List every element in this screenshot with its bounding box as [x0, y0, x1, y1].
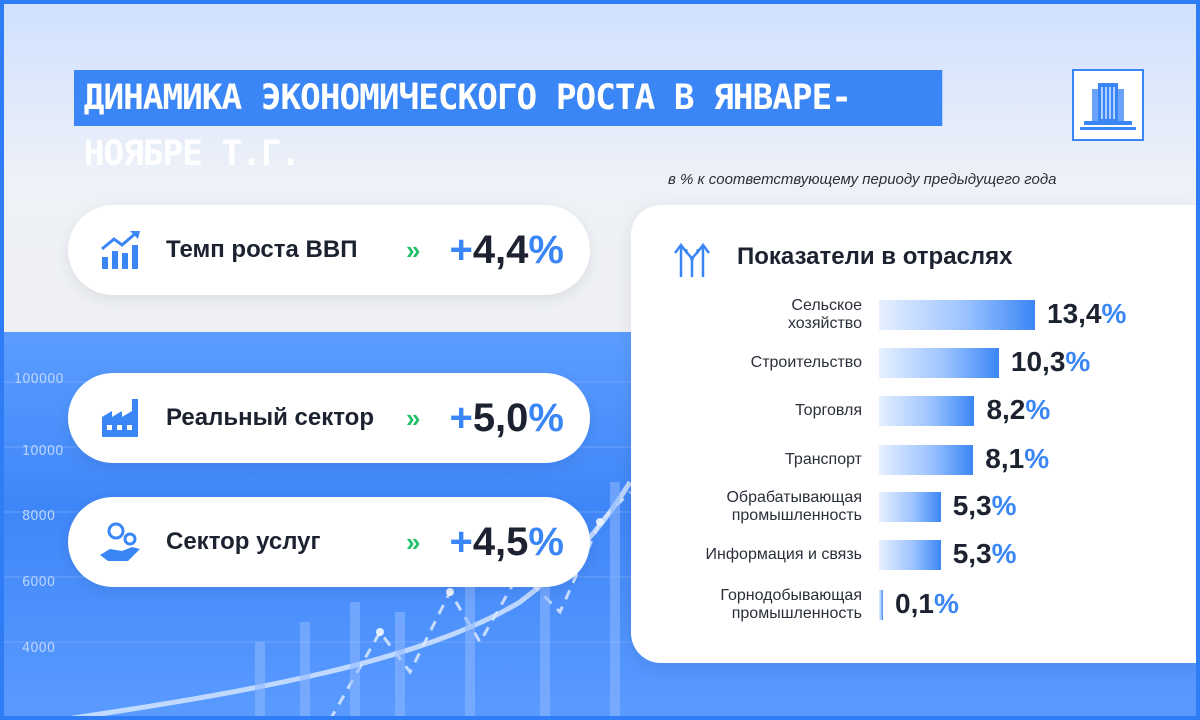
background-axis-label: 8000: [22, 509, 56, 524]
bar-category-label: Транспорт: [785, 451, 862, 468]
card-value: +4,4%: [449, 228, 564, 272]
bar: [879, 540, 941, 570]
real-sector-card: Реальный сектор » +5,0%: [68, 373, 590, 463]
bar-category-label: Обрабатывающая промышленность: [726, 489, 862, 524]
bar: [879, 445, 974, 475]
card-value: +5,0%: [449, 396, 564, 440]
background-axis-label: 4000: [22, 641, 56, 656]
bar-value-label: 0,1%: [895, 588, 959, 619]
gdp-growth-card: Темп роста ВВП » +4,4%: [68, 205, 590, 295]
bar-value-label: 13,4%: [1047, 298, 1127, 329]
factory-icon: [98, 395, 144, 441]
bar-value-label: 8,2%: [986, 394, 1051, 425]
growth-arrows-icon: [669, 239, 715, 279]
background-axis-label: 6000: [22, 575, 56, 590]
bar: [879, 348, 999, 378]
bar-category-label: Информация и связь: [705, 546, 862, 563]
background-axis-label: 10000: [22, 444, 64, 459]
page-title: ДИНАМИКА ЭКОНОМИЧЕСКОГО РОСТА В ЯНВАРЕ-Н…: [74, 70, 943, 174]
bar-chart-growth-icon: [98, 227, 144, 273]
bar-value-label: 5,3%: [952, 490, 1017, 521]
subtitle: в % к соответствующему периоду предыдуще…: [668, 171, 1057, 188]
bar-value-label: 5,3%: [952, 538, 1017, 569]
background-axis-label: 100000: [14, 372, 64, 387]
double-chevron-icon: »: [406, 527, 421, 557]
bar: [879, 590, 883, 620]
panel-title: Показатели в отраслях: [737, 243, 1013, 270]
bar-category-label: Сельское хозяйство: [787, 297, 862, 332]
bar: [879, 492, 941, 522]
bar-category-label: Горнодобывающая промышленность: [720, 587, 862, 622]
bar-category-label: Строительство: [750, 354, 862, 371]
bar-value-label: 10,3%: [1010, 346, 1091, 377]
bar: [879, 396, 975, 426]
card-value: +4,5%: [449, 520, 564, 564]
double-chevron-icon: »: [406, 403, 421, 433]
sector-indicators-panel: Показатели в отраслях Сельское хозяйство 1…: [631, 205, 1200, 663]
services-sector-card: Сектор услуг » +4,5%: [68, 497, 590, 587]
bar: [879, 300, 1035, 330]
double-chevron-icon: »: [406, 235, 421, 265]
government-building-logo: [1072, 69, 1144, 141]
card-label: Реальный сектор: [166, 404, 374, 431]
hand-gears-icon: [98, 519, 144, 565]
bar-category-label: Торговля: [795, 402, 862, 419]
bar-value-label: 8,1%: [985, 443, 1050, 474]
card-label: Темп роста ВВП: [166, 236, 358, 263]
card-label: Сектор услуг: [166, 528, 321, 555]
